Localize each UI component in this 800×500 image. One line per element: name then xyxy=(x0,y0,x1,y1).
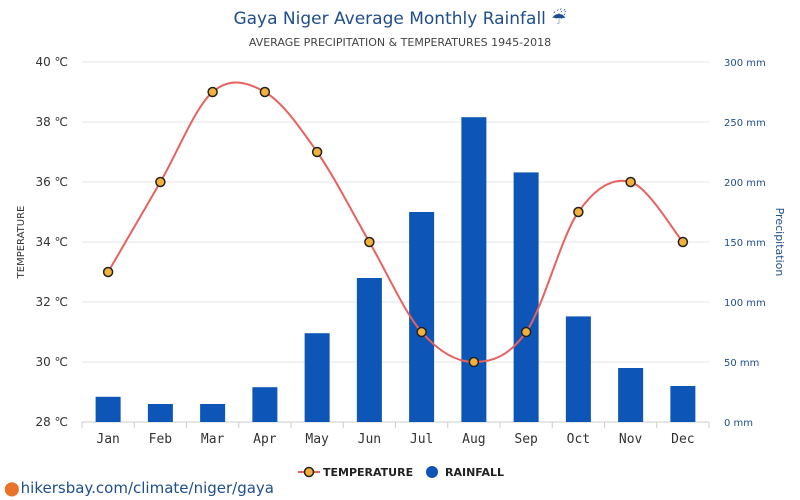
gridlines xyxy=(82,61,709,423)
left-axis-ticks: 28 ℃ 30 ℃ 32 ℃ 34 ℃ 36 ℃ 38 ℃ 40 ℃ xyxy=(35,55,68,429)
temperature-point-mar[interactable] xyxy=(207,86,218,98)
temperature-point-jul[interactable] xyxy=(416,326,427,338)
rainfall-bar-nov[interactable] xyxy=(618,368,644,422)
rainfall-bar-mar[interactable] xyxy=(200,404,226,422)
temperature-point-aug[interactable] xyxy=(468,356,480,368)
left-tick-label: 28 ℃ xyxy=(35,415,68,429)
right-tick-label: 300 mm xyxy=(724,58,766,69)
x-tick-label: May xyxy=(305,432,329,447)
left-axis-title: TEMPERATURE xyxy=(16,206,27,280)
legend-item-temperature[interactable]: TEMPERATURE xyxy=(298,466,413,479)
right-axis-title: Precipitation xyxy=(773,208,786,277)
left-tick-label: 38 ℃ xyxy=(35,115,68,129)
rainfall-bar-aug[interactable] xyxy=(461,117,487,422)
right-axis-ticks: 0 mm 50 mm 100 mm 150 mm 200 mm 250 mm 300 mm xyxy=(724,58,766,429)
x-tick-label: Mar xyxy=(201,432,225,447)
rainfall-bar-apr[interactable] xyxy=(252,387,278,422)
left-tick-label: 40 ℃ xyxy=(35,55,68,69)
right-tick-label: 0 mm xyxy=(724,418,753,429)
rainfall-bar-oct[interactable] xyxy=(565,316,591,422)
legend-label-rainfall: RAINFALL xyxy=(445,466,504,479)
legend-label-temperature: TEMPERATURE xyxy=(323,466,413,479)
right-tick-label: 250 mm xyxy=(724,118,766,129)
x-tick-label: Oct xyxy=(567,432,590,447)
temperature-point-jun[interactable] xyxy=(364,236,375,248)
temperature-point-sep[interactable] xyxy=(520,326,532,338)
rainfall-bar-dec[interactable] xyxy=(670,386,696,422)
temperature-point-dec[interactable] xyxy=(677,236,689,248)
rainfall-bar-jan[interactable] xyxy=(95,396,121,422)
x-tick-label: Jan xyxy=(96,432,119,447)
x-axis-ticks: Jan Feb Mar Apr May Jun Jul Aug Sep Oct Nov Dec xyxy=(81,422,710,447)
left-tick-label: 32 ℃ xyxy=(35,295,68,309)
left-tick-label: 34 ℃ xyxy=(35,235,68,249)
rainfall-bars xyxy=(95,117,696,422)
rainfall-bar-sep[interactable] xyxy=(513,172,539,422)
rainfall-bar-jul[interactable] xyxy=(409,212,435,422)
x-tick-label: Aug xyxy=(462,432,485,447)
x-tick-label: Feb xyxy=(149,432,173,447)
right-tick-label: 50 mm xyxy=(724,358,759,369)
x-tick-label: Sep xyxy=(514,432,538,447)
right-tick-label: 150 mm xyxy=(724,238,766,249)
left-tick-label: 30 ℃ xyxy=(35,355,68,369)
legend-bar-swatch xyxy=(426,466,438,478)
legend-item-rainfall[interactable]: RAINFALL xyxy=(426,466,504,479)
rainfall-bar-feb[interactable] xyxy=(147,404,173,422)
rainfall-bar-jun[interactable] xyxy=(356,278,382,422)
right-tick-label: 100 mm xyxy=(724,298,766,309)
source-link-text: hikersbay.com/climate/niger/gaya xyxy=(20,479,274,497)
location-pin-icon: ⬤ xyxy=(4,481,20,497)
source-link[interactable]: ⬤hikersbay.com/climate/niger/gaya xyxy=(4,479,274,497)
temperature-point-jan[interactable] xyxy=(102,266,114,278)
chart-title: Gaya Niger Average Monthly Rainfall ☔ xyxy=(233,8,566,29)
rainfall-bar-may[interactable] xyxy=(304,333,330,422)
temperature-point-oct[interactable] xyxy=(573,206,584,218)
temperature-line xyxy=(107,81,684,364)
left-tick-label: 36 ℃ xyxy=(35,175,68,189)
x-tick-label: Nov xyxy=(619,432,643,447)
temperature-point-apr[interactable] xyxy=(259,86,271,98)
legend-marker-swatch xyxy=(303,466,315,478)
x-tick-label: Dec xyxy=(671,432,694,447)
x-tick-label: Jun xyxy=(358,432,381,447)
legend: TEMPERATURE RAINFALL xyxy=(298,466,504,479)
right-tick-label: 200 mm xyxy=(724,178,766,189)
chart-subtitle: AVERAGE PRECIPITATION & TEMPERATURES 194… xyxy=(249,36,551,49)
temperature-point-nov[interactable] xyxy=(625,176,636,188)
x-tick-label: Jul xyxy=(410,432,433,447)
temperature-point-feb[interactable] xyxy=(155,176,166,188)
x-tick-label: Apr xyxy=(253,432,277,447)
temperature-points xyxy=(102,86,689,368)
temperature-point-may[interactable] xyxy=(311,146,323,158)
